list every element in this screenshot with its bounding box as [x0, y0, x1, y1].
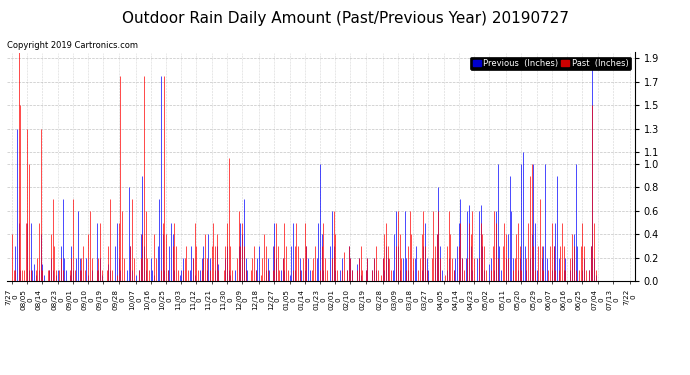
Text: Copyright 2019 Cartronics.com: Copyright 2019 Cartronics.com: [7, 41, 138, 50]
Legend: Previous  (Inches), Past  (Inches): Previous (Inches), Past (Inches): [471, 57, 631, 70]
Text: Outdoor Rain Daily Amount (Past/Previous Year) 20190727: Outdoor Rain Daily Amount (Past/Previous…: [121, 11, 569, 26]
